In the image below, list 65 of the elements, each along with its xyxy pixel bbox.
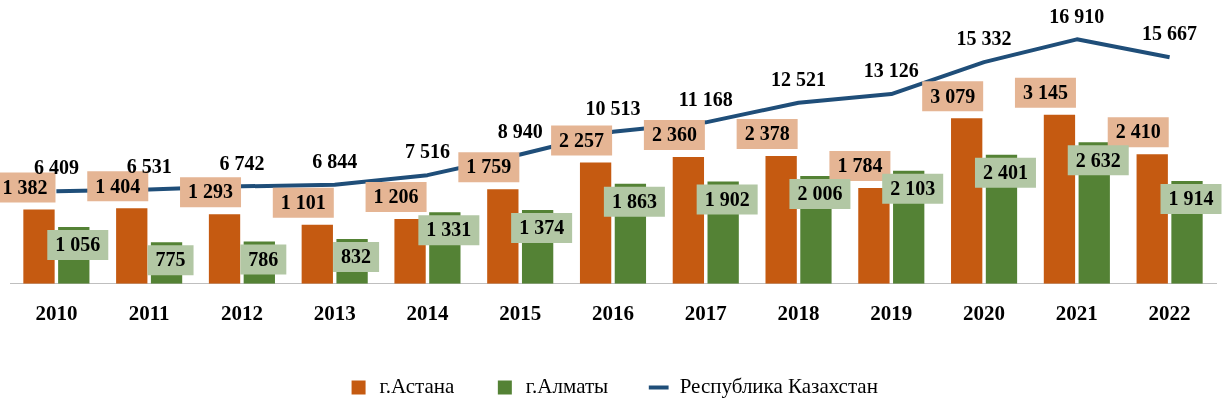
data-label: 2 632 (1075, 148, 1121, 171)
bar (487, 189, 519, 284)
data-label: 1 914 (1168, 187, 1214, 210)
data-label: 775 (155, 248, 186, 271)
data-label: 1 331 (426, 218, 472, 241)
data-label: 2 103 (890, 176, 936, 199)
x-tick-label: 2014 (406, 300, 449, 325)
bar (951, 118, 983, 284)
data-label: 1 056 (55, 233, 101, 256)
legend-label: г.Алматы (525, 374, 609, 399)
x-tick-label: 2011 (128, 300, 170, 325)
data-label: 15 667 (1142, 22, 1198, 45)
bar (1136, 154, 1168, 284)
data-label: 1 863 (611, 189, 657, 212)
data-label: 2 006 (797, 182, 843, 205)
data-label: 6 844 (312, 150, 358, 173)
bar (858, 187, 890, 284)
data-label: 16 910 (1049, 4, 1105, 27)
bar (116, 208, 148, 284)
data-label: 1 759 (466, 155, 512, 178)
data-label: 786 (248, 247, 279, 270)
x-tick-label: 2017 (684, 300, 727, 325)
data-label: 8 940 (497, 119, 543, 142)
bar (765, 156, 797, 284)
data-label: 1 374 (519, 216, 565, 239)
x-tick-label: 2019 (870, 300, 913, 325)
bar (394, 218, 426, 284)
x-tick-label: 2018 (777, 300, 820, 325)
data-label: 1 293 (188, 180, 234, 203)
data-label: 1 404 (95, 174, 141, 197)
data-label: 13 126 (863, 59, 919, 82)
data-label: 1 902 (704, 187, 750, 210)
data-label: 2 360 (651, 123, 697, 146)
x-tick-label: 2013 (313, 300, 356, 325)
x-tick-label: 2020 (963, 300, 1006, 325)
data-label: 6 742 (219, 151, 265, 174)
x-tick-label: 2016 (592, 300, 634, 325)
data-label: 3 145 (1022, 80, 1068, 103)
legend-label: Республика Казахстан (679, 374, 878, 399)
data-label: 10 513 (585, 96, 641, 119)
x-tick-label: 2010 (35, 300, 78, 325)
x-tick-label: 2021 (1055, 300, 1098, 325)
data-label: 1 784 (837, 154, 883, 177)
bar (23, 209, 55, 284)
data-label: 2 401 (982, 160, 1028, 183)
x-tick-label: 2012 (220, 300, 263, 325)
bar (672, 156, 705, 284)
bar (579, 162, 612, 284)
data-label: 12 521 (771, 67, 827, 90)
data-label: 832 (341, 245, 372, 268)
data-label: 1 206 (373, 185, 419, 208)
data-label: 6 531 (126, 154, 172, 177)
data-label: 3 079 (930, 84, 976, 107)
bar (208, 214, 241, 284)
x-tick-label: 2022 (1148, 300, 1191, 325)
data-label: 1 101 (280, 190, 326, 213)
bar (1043, 114, 1076, 284)
data-label: 2 378 (744, 122, 790, 145)
data-label: 2 410 (1115, 120, 1161, 143)
legend-label: г.Астана (379, 374, 456, 399)
data-label: 2 257 (559, 128, 605, 151)
data-label: 11 168 (678, 87, 733, 110)
data-label: 15 332 (956, 27, 1012, 50)
x-tick-label: 2015 (499, 300, 542, 325)
data-label: 7 516 (404, 140, 450, 163)
